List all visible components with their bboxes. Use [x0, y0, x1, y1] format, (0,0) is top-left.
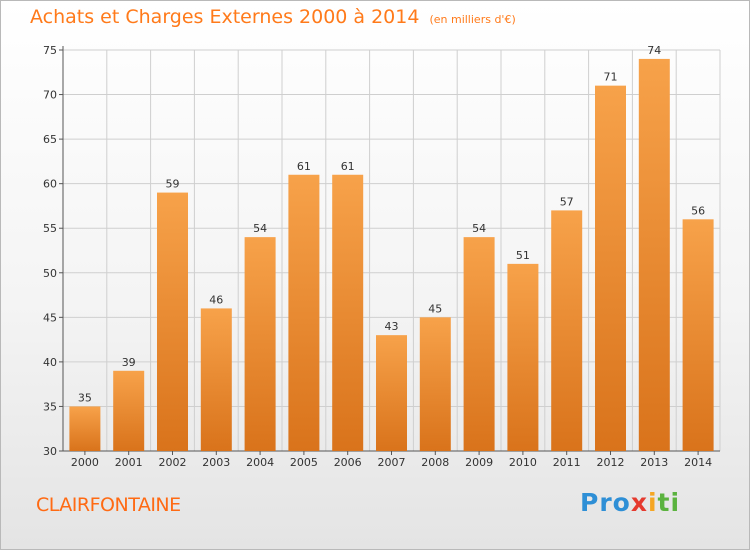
- data-label-2005: 61: [297, 160, 311, 173]
- logo-part-2: x: [630, 488, 648, 517]
- logo-part-1: Pro: [580, 488, 631, 517]
- x-tick-label: 2000: [71, 456, 99, 469]
- y-tick-label: 70: [43, 89, 57, 102]
- y-tick-label: 35: [43, 400, 57, 413]
- data-label-2009: 54: [472, 222, 486, 235]
- bar-2011: [551, 210, 583, 451]
- bar-2008: [419, 317, 451, 451]
- x-tick-label: 2009: [465, 456, 493, 469]
- x-tick-label: 2008: [421, 456, 449, 469]
- bar-2002: [157, 192, 188, 452]
- y-tick-label: 40: [43, 356, 57, 369]
- bar-2014: [682, 219, 714, 451]
- x-tick-label: 2007: [378, 456, 406, 469]
- y-tick-label: 65: [43, 133, 57, 146]
- y-tick-label: 45: [43, 311, 57, 324]
- data-label-2012: 71: [604, 71, 618, 84]
- data-label-2013: 74: [647, 44, 661, 57]
- x-tick-label: 2013: [640, 456, 668, 469]
- chart-title: Achats et Charges Externes 2000 à 2014 (e…: [30, 6, 516, 28]
- proxiti-logo: Proxiti: [580, 488, 680, 517]
- bar-2010: [507, 263, 539, 451]
- data-label-2014: 56: [691, 204, 705, 217]
- axes: 30 35 40 45 50 55 60 65 70 75 2000 2001 2002 2003 2004…: [43, 44, 720, 469]
- data-label-2004: 54: [253, 222, 267, 235]
- logo-part-3: i: [647, 488, 658, 517]
- x-tick-label: 2010: [509, 456, 537, 469]
- bar-2012: [595, 85, 626, 452]
- place-name: CLAIRFONTAINE: [36, 494, 181, 516]
- x-tick-label: 2005: [290, 456, 318, 469]
- data-label-2001: 39: [122, 356, 136, 369]
- bar-2003: [200, 308, 232, 451]
- y-tick-label: 30: [43, 445, 57, 458]
- bar-2006: [332, 174, 364, 451]
- data-label-2007: 43: [385, 320, 399, 333]
- y-tick-label: 50: [43, 267, 57, 280]
- x-tick-label: 2006: [334, 456, 362, 469]
- bar-2013: [638, 58, 670, 452]
- x-tick-label: 2004: [246, 456, 274, 469]
- data-label-2000: 35: [78, 391, 92, 404]
- x-tick-label: 2011: [553, 456, 581, 469]
- bar-2004: [244, 237, 276, 451]
- x-tick-label: 2001: [115, 456, 143, 469]
- bar-2009: [463, 237, 495, 451]
- data-label-2011: 57: [560, 195, 574, 208]
- data-label-2008: 45: [428, 302, 442, 315]
- y-tick-label: 75: [43, 44, 57, 57]
- x-tick-label: 2012: [597, 456, 625, 469]
- bar-2001: [113, 370, 145, 451]
- data-label-2003: 46: [209, 293, 223, 306]
- unit-label: (en milliers d'€): [429, 13, 516, 26]
- bar-2007: [376, 335, 407, 451]
- x-tick-label: 2014: [684, 456, 712, 469]
- bar-2000: [69, 406, 101, 451]
- logo-part-4: ti: [657, 488, 681, 517]
- y-tick-label: 60: [43, 178, 57, 191]
- data-label-2010: 51: [516, 249, 530, 262]
- data-label-2002: 59: [166, 178, 180, 191]
- data-label-2006: 61: [341, 160, 355, 173]
- x-tick-label: 2002: [159, 456, 187, 469]
- x-tick-label: 2003: [202, 456, 230, 469]
- bar-2005: [288, 174, 320, 451]
- bars: [69, 58, 714, 452]
- title-text: Achats et Charges Externes 2000 à 2014: [30, 6, 420, 28]
- y-tick-label: 55: [43, 222, 57, 235]
- data-labels: 35 39 59 46 54 61 61 43 45 54 51 57 71 74 56: [78, 44, 705, 405]
